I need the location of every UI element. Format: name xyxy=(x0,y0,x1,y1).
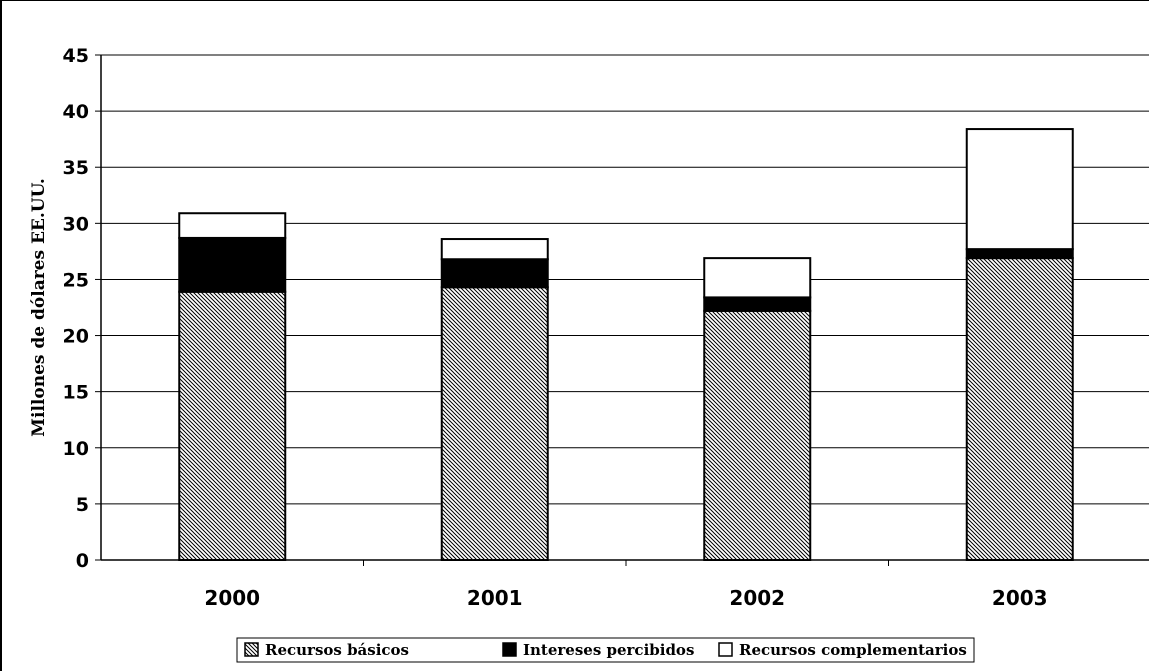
y-tick-label: 0 xyxy=(76,550,89,572)
bar-segment-intereses-percibidos xyxy=(965,248,1074,260)
x-tick-labels: 2000 2001 2002 2003 xyxy=(204,586,1047,610)
bar-segment-intereses-percibidos xyxy=(703,296,812,312)
bar-segment-recursos-basicos xyxy=(703,309,812,561)
legend-swatch xyxy=(502,642,517,657)
legend-box xyxy=(236,637,975,663)
y-tick-label: 25 xyxy=(63,269,89,291)
legend: Recursos básicos Intereses percibidos Recu… xyxy=(236,637,975,663)
x-tick-label: 2003 xyxy=(992,586,1048,610)
bars xyxy=(178,128,1074,561)
bar-segment-recursos-complementarios xyxy=(703,257,812,299)
legend-label: Intereses percibidos xyxy=(523,641,694,659)
bar-segment-recursos-complementarios xyxy=(178,212,287,239)
legend-swatch xyxy=(718,642,733,657)
legend-swatch xyxy=(244,642,259,657)
bar-segment-intereses-percibidos xyxy=(178,236,287,293)
y-tick-label: 35 xyxy=(63,157,89,179)
y-tick-label: 5 xyxy=(76,494,89,516)
y-tick-labels: 0 5 10 15 20 25 30 35 40 45 xyxy=(63,45,89,572)
y-tick-label: 40 xyxy=(63,101,89,123)
bar-segment-recursos-basicos xyxy=(440,286,549,561)
x-tick-label: 2001 xyxy=(467,586,523,610)
y-axis-label: Millones de dólares EE.UU. xyxy=(29,178,49,437)
y-tick-label: 45 xyxy=(63,45,89,67)
bar-segment-recursos-complementarios xyxy=(440,238,549,261)
bar-segment-recursos-complementarios xyxy=(965,128,1074,251)
y-tick-label: 10 xyxy=(63,438,89,460)
y-tick-label: 15 xyxy=(63,382,89,404)
bar-segment-recursos-basicos xyxy=(178,290,287,561)
y-tick-label: 30 xyxy=(63,213,89,235)
y-tick-label: 20 xyxy=(63,326,89,348)
x-tick-label: 2000 xyxy=(204,586,260,610)
axes xyxy=(95,54,1149,566)
legend-label: Recursos complementarios xyxy=(739,641,967,659)
bar-segment-intereses-percibidos xyxy=(440,258,549,289)
legend-label: Recursos básicos xyxy=(265,641,409,659)
bar-segment-recursos-basicos xyxy=(965,257,1074,561)
x-tick-label: 2002 xyxy=(729,586,785,610)
